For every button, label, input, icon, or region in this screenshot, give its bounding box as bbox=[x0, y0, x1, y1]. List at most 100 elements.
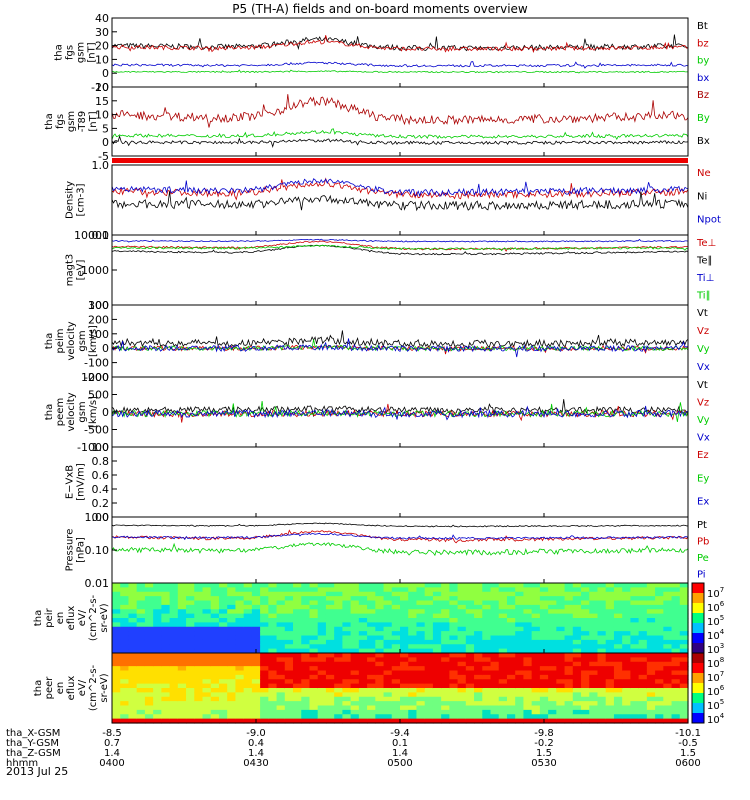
electron-spectrogram-cell bbox=[268, 679, 278, 685]
ion-spectrogram-cell bbox=[646, 587, 656, 593]
ion-spectrogram-cell bbox=[136, 631, 146, 637]
electron-spectrogram-cell bbox=[350, 674, 360, 680]
electron-spectrogram-cell bbox=[523, 696, 533, 702]
electron-spectrogram-cell bbox=[334, 679, 343, 685]
electron-spectrogram-cell bbox=[186, 709, 195, 715]
electron-spectrogram-cell bbox=[564, 661, 574, 667]
ion-spectrogram-cell bbox=[218, 618, 228, 623]
ion-spectrogram-cell bbox=[383, 648, 393, 654]
electron-spectrogram-cell bbox=[572, 674, 582, 680]
electron-spectrogram-cell bbox=[663, 709, 673, 715]
electron-spectrogram-cell bbox=[457, 688, 467, 693]
ion-spectrogram-cell bbox=[112, 591, 121, 597]
electron-spectrogram-cell bbox=[186, 661, 195, 667]
ion-spectrogram-cell bbox=[128, 587, 138, 593]
ion-spectrogram-cell bbox=[655, 644, 664, 650]
electron-spectrogram-cell bbox=[342, 718, 352, 724]
ion-spectrogram-cell bbox=[112, 635, 121, 641]
ion-spectrogram-cell bbox=[416, 604, 426, 610]
electron-spectrogram-cell bbox=[391, 657, 401, 663]
electron-spectrogram-cell bbox=[515, 661, 525, 667]
series-line-bx bbox=[111, 135, 689, 148]
electron-spectrogram-cell bbox=[465, 661, 475, 667]
electron-spectrogram-cell bbox=[572, 661, 582, 667]
ion-spectrogram-cell bbox=[498, 635, 508, 641]
electron-spectrogram-cell bbox=[671, 696, 681, 702]
electron-spectrogram-cell bbox=[194, 670, 204, 676]
y-tick-label: 0.6 bbox=[92, 469, 110, 482]
electron-spectrogram-cell bbox=[589, 709, 599, 715]
ion-spectrogram-cell bbox=[218, 604, 228, 610]
ion-spectrogram-cell bbox=[325, 639, 335, 645]
electron-spectrogram-cell bbox=[169, 718, 179, 724]
electron-spectrogram-cell bbox=[202, 709, 212, 715]
electron-spectrogram-cell bbox=[202, 674, 212, 680]
ion-spectrogram-cell bbox=[235, 626, 245, 632]
electron-spectrogram-cell bbox=[449, 653, 459, 658]
electron-spectrogram-cell bbox=[243, 683, 253, 689]
electron-spectrogram-cell bbox=[465, 657, 475, 663]
ion-spectrogram-cell bbox=[202, 587, 212, 593]
electron-spectrogram-cell bbox=[597, 670, 607, 676]
ion-spectrogram-cell bbox=[597, 635, 607, 641]
ion-spectrogram-cell bbox=[144, 604, 154, 610]
electron-spectrogram-cell bbox=[630, 653, 640, 658]
electron-spectrogram-cell bbox=[334, 714, 343, 720]
electron-spectrogram-cell bbox=[523, 705, 533, 711]
ion-spectrogram-cell bbox=[572, 618, 582, 623]
series-line-ne bbox=[111, 177, 689, 201]
ion-spectrogram-cell bbox=[383, 618, 393, 623]
electron-spectrogram-cell bbox=[194, 705, 204, 711]
ion-spectrogram-cell bbox=[218, 626, 228, 632]
ion-spectrogram-cell bbox=[465, 635, 475, 641]
electron-spectrogram-cell bbox=[465, 709, 475, 715]
ion-spectrogram-cell bbox=[474, 596, 483, 602]
ion-spectrogram-cell bbox=[581, 587, 590, 593]
ion-spectrogram-cell bbox=[358, 613, 368, 619]
electron-spectrogram-cell bbox=[597, 679, 607, 685]
ion-spectrogram-cell bbox=[309, 604, 319, 610]
x-tick-value: 0430 bbox=[243, 758, 268, 769]
ion-spectrogram-cell bbox=[153, 644, 162, 650]
electron-spectrogram-cell bbox=[375, 679, 385, 685]
electron-spectrogram-cell bbox=[424, 666, 434, 672]
electron-spectrogram-cell bbox=[441, 661, 450, 667]
electron-spectrogram-cell bbox=[144, 674, 154, 680]
ion-spectrogram-cell bbox=[251, 609, 261, 615]
electron-spectrogram-cell bbox=[515, 701, 525, 707]
y-tick-label: 0 bbox=[102, 406, 109, 419]
electron-spectrogram-cell bbox=[457, 709, 467, 715]
electron-spectrogram-cell bbox=[523, 674, 533, 680]
electron-spectrogram-cell bbox=[581, 701, 590, 707]
ion-spectrogram-cell bbox=[350, 583, 360, 588]
electron-spectrogram-cell bbox=[408, 696, 418, 702]
ion-spectrogram-cell bbox=[597, 613, 607, 619]
red-bar bbox=[112, 158, 688, 163]
electron-spectrogram-cell bbox=[564, 679, 574, 685]
series-line-by bbox=[111, 69, 688, 74]
ion-spectrogram-cell bbox=[210, 648, 220, 654]
ion-spectrogram-cell bbox=[556, 639, 566, 645]
ion-spectrogram-cell bbox=[474, 644, 483, 650]
electron-spectrogram-cell bbox=[325, 657, 335, 663]
ion-spectrogram-cell bbox=[556, 622, 566, 628]
ion-spectrogram-cell bbox=[383, 600, 393, 606]
ion-spectrogram-cell bbox=[169, 604, 179, 610]
ion-spectrogram-cell bbox=[564, 618, 574, 623]
electron-spectrogram-cell bbox=[449, 701, 459, 707]
ion-spectrogram-cell bbox=[605, 618, 615, 623]
electron-spectrogram-cell bbox=[276, 683, 286, 689]
y-tick-label: 10 bbox=[95, 53, 109, 66]
ion-spectrogram-cell bbox=[383, 591, 393, 597]
ion-spectrogram-cell bbox=[589, 622, 599, 628]
ion-spectrogram-cell bbox=[523, 596, 533, 602]
ion-spectrogram-cell bbox=[506, 648, 516, 654]
electron-spectrogram-cell bbox=[622, 653, 631, 658]
electron-spectrogram-cell bbox=[317, 714, 327, 720]
ion-spectrogram-cell bbox=[210, 635, 220, 641]
electron-spectrogram-cell bbox=[161, 683, 171, 689]
ion-spectrogram-cell bbox=[474, 604, 483, 610]
ion-spectrogram-cell bbox=[210, 622, 220, 628]
y-axis-label: thapeemvelocitygsm[km/s] bbox=[44, 392, 99, 431]
electron-spectrogram-cell bbox=[474, 692, 483, 698]
